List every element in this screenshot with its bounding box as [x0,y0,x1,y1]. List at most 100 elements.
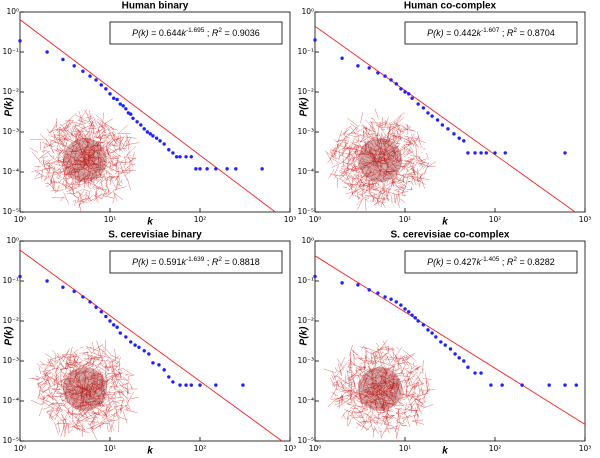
annotation-part: k [476,28,481,38]
annotation-part: k [476,257,481,267]
data-point [184,155,188,159]
y-tick-label: 10⁻¹ [2,47,19,56]
data-point [139,123,143,127]
data-point [157,363,161,367]
panel: Human binary 10⁰ 10¹ 10² 10³ 10⁰ 10⁻¹ 10⁻² 10⁻³ 1… [2,1,296,228]
data-point [167,375,171,379]
data-point [389,78,393,82]
annotation-part: 2 [218,27,222,34]
y-tick-label: 10⁻⁴ [2,396,19,405]
data-point [410,96,414,100]
data-point [121,104,125,108]
annotation-part: R [212,257,219,267]
data-point [466,151,470,155]
data-point [383,74,387,78]
data-point [118,331,122,335]
data-point [383,295,387,299]
annotation-part: ; [204,257,212,267]
network-image [324,108,436,211]
y-tick-label: 10⁻² [297,316,314,325]
fit-line [20,19,277,212]
data-point [434,335,438,339]
x-tick-label: 10¹ [399,444,412,453]
data-point [135,120,139,124]
x-tick-label: 10⁰ [14,215,27,224]
annotation-part: 2 [513,27,517,34]
data-point [104,87,108,91]
fit-annotation: P(k) = 0.644k-1.695 ; R2 = 0.9036 [132,27,260,38]
data-point [435,118,440,122]
data-point [520,383,524,387]
data-point [88,300,92,304]
annotation-part: -1.405 [481,256,500,263]
data-point [399,303,403,307]
data-point [421,323,426,327]
data-point [394,300,398,304]
data-point [162,142,166,146]
data-point [479,371,483,375]
data-point [178,383,182,387]
data-point [133,343,137,347]
data-point [403,90,407,94]
plot-frame [19,11,291,213]
data-point [162,368,166,372]
data-point [154,136,159,140]
data-point [407,310,411,314]
data-point [205,167,209,171]
annotation-part: = 0.8282 [517,257,555,267]
data-point [18,274,22,279]
data-point [148,132,152,136]
data-point [94,305,98,310]
annotation-part: P(k) [132,28,149,38]
y-tick-label: 10⁻³ [2,356,19,365]
data-point [61,285,65,289]
data-point [356,283,360,287]
data-point [129,112,133,116]
annotation-part: -1.695 [186,27,205,34]
y-tick-label: 10⁻¹ [297,47,314,56]
data-point [142,127,146,131]
data-point [115,97,119,102]
data-point [457,356,461,360]
data-point [446,127,450,131]
data-point [151,361,155,365]
data-point [340,281,344,285]
annotation-part: = 0.9036 [222,28,260,38]
data-point [416,102,420,106]
x-axis-label: k [147,217,153,228]
data-point [72,289,76,294]
x-axis-label: k [442,217,448,228]
data-point [198,167,202,171]
y-tick-label: 10⁻⁵ [297,436,314,445]
fit-line [315,255,585,425]
annotation-part: P(k) [132,257,149,267]
y-tick-label: 10⁻¹ [2,276,19,285]
annotation-box [404,21,578,45]
annotation-part: 2 [513,256,517,263]
data-point [151,134,155,138]
data-point [430,114,434,118]
data-point [426,328,430,332]
data-point [184,383,188,387]
data-point [214,167,218,171]
panel: Human co-complex 10⁰ 10¹ 10² 10³ 10⁰ 10⁻¹ 10⁻² 1… [297,1,591,228]
fit-annotation: P(k) = 0.591k-1.639 ; R2 = 0.8818 [132,256,260,267]
data-point [376,71,380,75]
y-tick-label: 10⁰ [6,236,19,245]
data-point [104,314,108,319]
annotation-part: k [181,28,186,38]
plot-frame [314,11,586,213]
data-point [112,323,116,327]
data-point [389,297,393,301]
y-tick-label: 10⁻⁴ [2,167,19,176]
y-tick-label: 10⁻³ [297,127,314,136]
annotation-part: R [507,257,514,267]
data-point [547,383,551,387]
network-core [358,367,402,411]
data-point [171,380,175,384]
x-tick-label: 10² [194,215,207,224]
data-point [108,319,112,323]
annotation-part: ; [499,28,507,38]
network-image [28,339,139,440]
